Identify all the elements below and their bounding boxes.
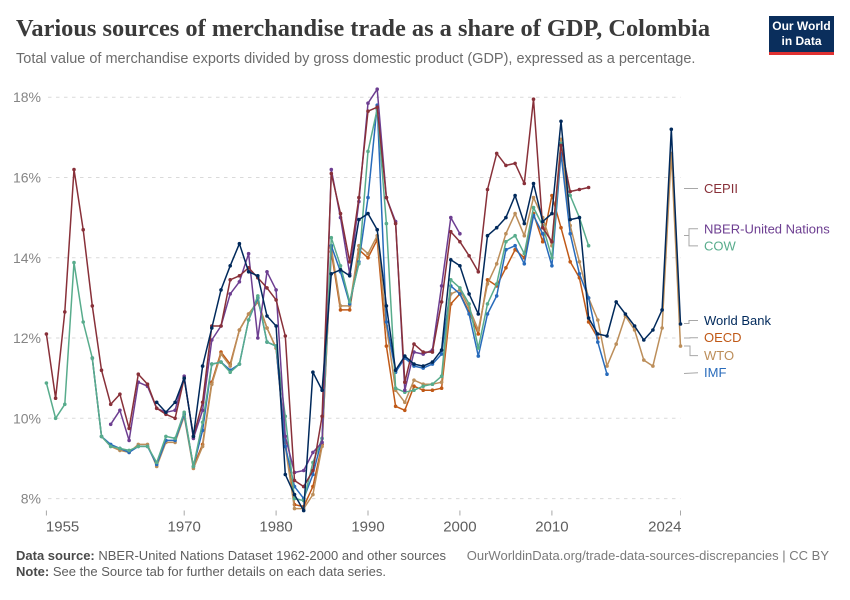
svg-text:1980: 1980 [259,519,292,536]
svg-text:1990: 1990 [351,519,384,536]
svg-text:CEPII: CEPII [704,181,738,196]
svg-text:2024: 2024 [648,519,681,536]
svg-text:8%: 8% [21,491,41,507]
svg-text:10%: 10% [13,410,41,426]
svg-text:14%: 14% [13,250,41,266]
svg-text:OECD: OECD [704,330,742,345]
svg-text:2010: 2010 [535,519,568,536]
svg-text:NBER-United Nations: NBER-United Nations [704,221,830,236]
svg-text:2000: 2000 [443,519,476,536]
svg-text:WTO: WTO [704,348,734,363]
svg-text:18%: 18% [13,89,41,105]
svg-text:12%: 12% [13,330,41,346]
svg-text:1970: 1970 [168,519,201,536]
svg-text:World Bank: World Bank [704,313,771,328]
svg-text:IMF: IMF [704,365,726,380]
svg-text:COW: COW [704,238,737,253]
svg-text:16%: 16% [13,170,41,186]
svg-text:1955: 1955 [46,519,79,536]
